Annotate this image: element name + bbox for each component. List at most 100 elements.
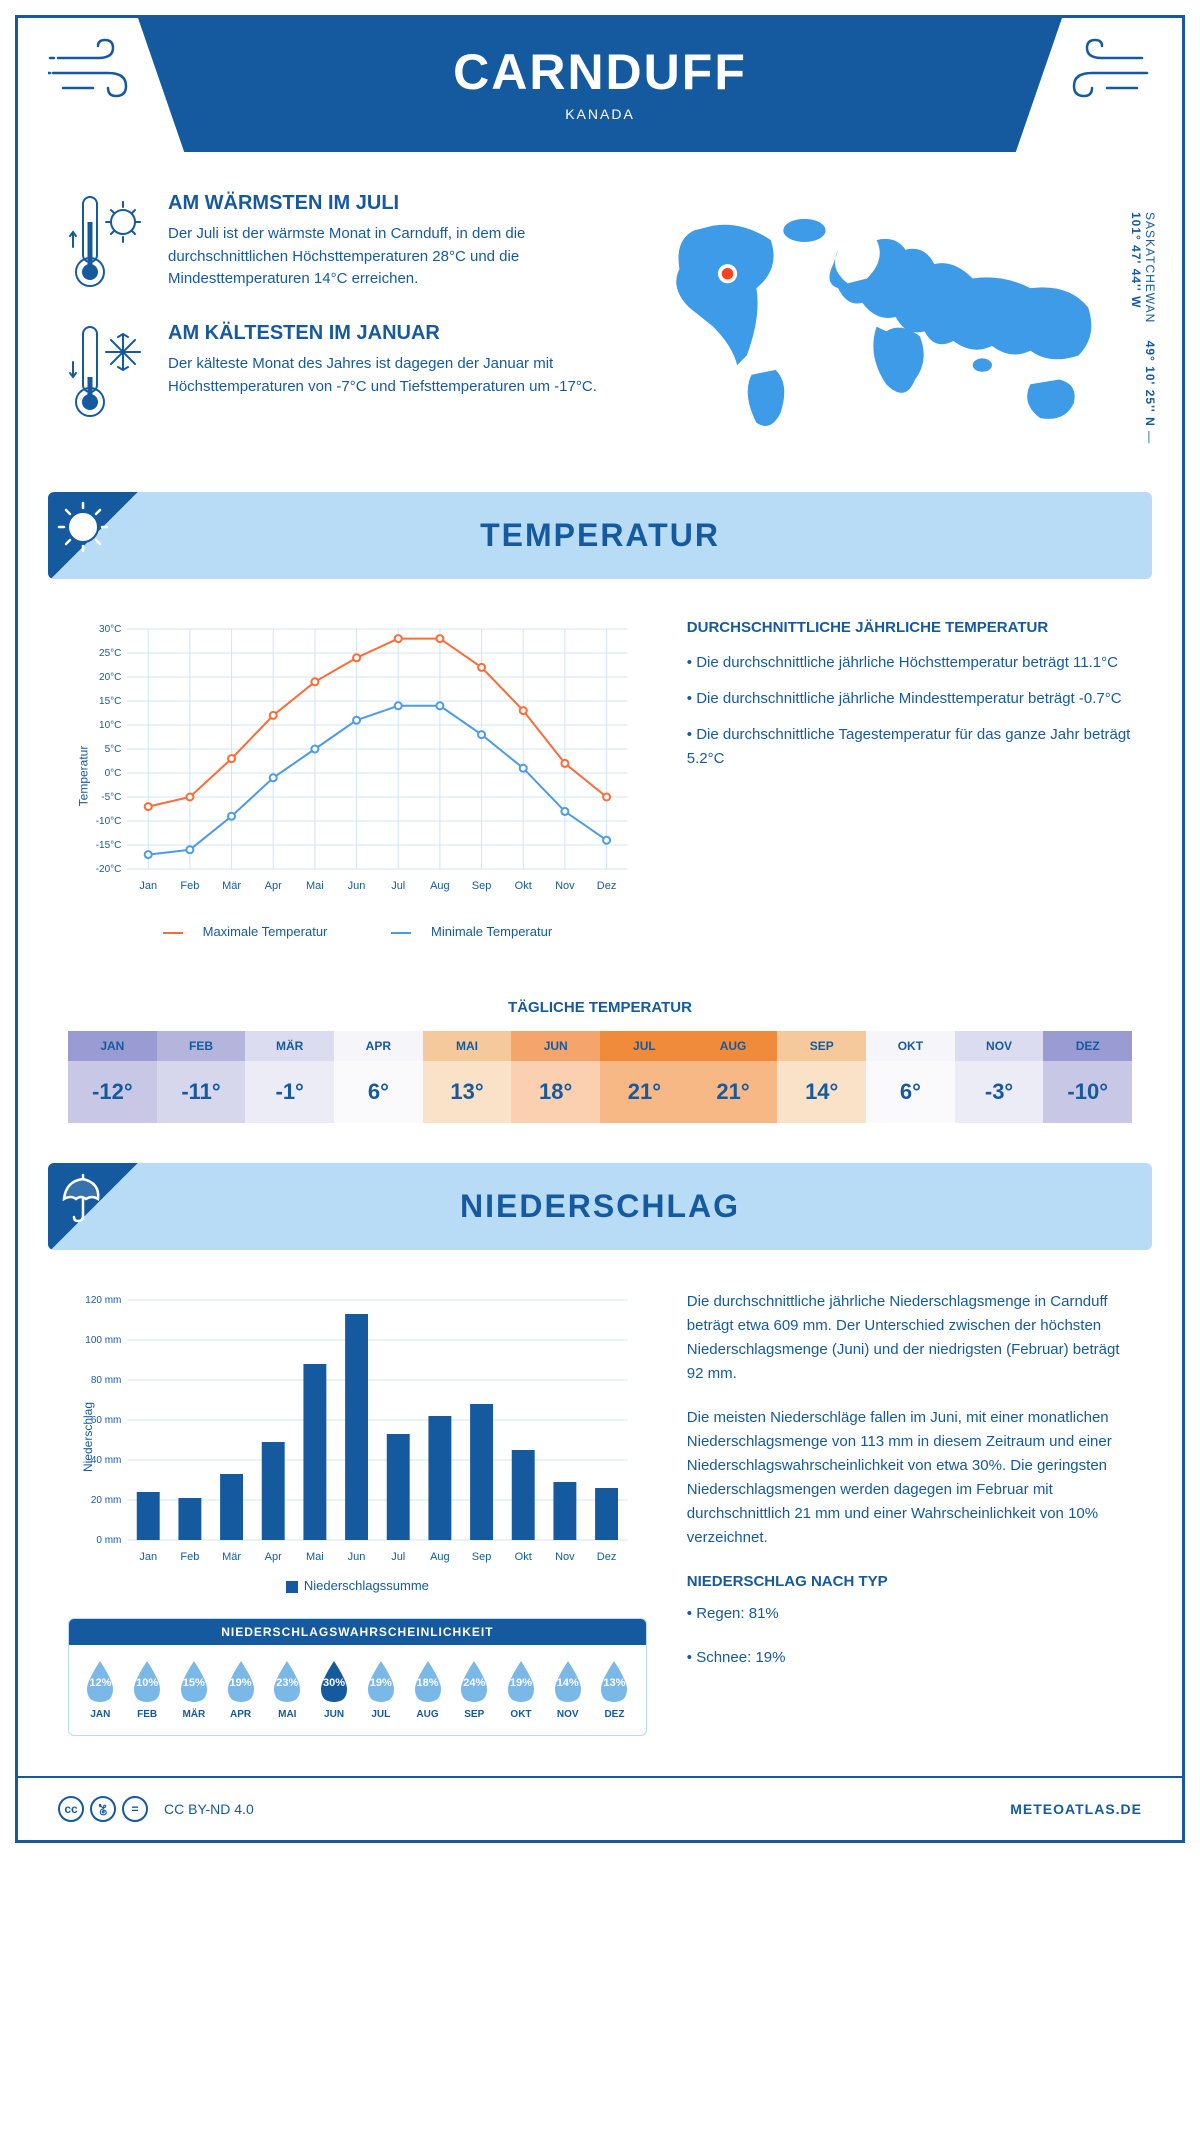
- precip-snow: • Schnee: 19%: [687, 1646, 1132, 1670]
- temperature-line-chart: Temperatur -20°C-15°C-10°C-5°C0°C5°C10°C…: [68, 619, 647, 939]
- infographic-frame: CARNDUFF KANADA AM W: [15, 15, 1185, 1843]
- site-name: METEOATLAS.DE: [1010, 1801, 1142, 1817]
- thermometer-hot-icon: [68, 192, 148, 292]
- precip-rain: • Regen: 81%: [687, 1602, 1132, 1626]
- temp-cell: APR6°: [334, 1031, 423, 1123]
- temp-bullet: • Die durchschnittliche Tagestemperatur …: [687, 723, 1132, 771]
- nd-icon: =: [122, 1796, 148, 1822]
- svg-text:Jul: Jul: [391, 880, 405, 892]
- svg-text:Dez: Dez: [597, 1551, 617, 1563]
- precip-text-1: Die durchschnittliche jährliche Niedersc…: [687, 1290, 1132, 1386]
- wind-icon-right: [1062, 38, 1152, 108]
- probability-drop: 13%DEZ: [591, 1657, 638, 1720]
- coldest-title: AM KÄLTESTEN IM JANUAR: [168, 322, 610, 345]
- temp-cell: OKT6°: [866, 1031, 955, 1123]
- temp-cell: FEB-11°: [157, 1031, 246, 1123]
- probability-drop: 19%APR: [217, 1657, 264, 1720]
- svg-text:Apr: Apr: [265, 1551, 282, 1563]
- temp-cell: NOV-3°: [955, 1031, 1044, 1123]
- svg-text:20 mm: 20 mm: [91, 1495, 122, 1506]
- world-map: [640, 192, 1132, 442]
- svg-text:-10°C: -10°C: [96, 816, 122, 827]
- svg-text:Nov: Nov: [555, 880, 575, 892]
- avg-temp-title: DURCHSCHNITTLICHE JÄHRLICHE TEMPERATUR: [687, 619, 1132, 636]
- svg-text:100 mm: 100 mm: [85, 1335, 121, 1346]
- svg-text:80 mm: 80 mm: [91, 1375, 122, 1386]
- probability-box: NIEDERSCHLAGSWAHRSCHEINLICHKEIT 12%JAN10…: [68, 1618, 647, 1736]
- svg-text:40 mm: 40 mm: [91, 1455, 122, 1466]
- bar-chart-legend: Niederschlagssumme: [68, 1578, 647, 1593]
- svg-text:0°C: 0°C: [105, 768, 122, 779]
- probability-drop: 18%AUG: [404, 1657, 451, 1720]
- warmest-text: Der Juli ist der wärmste Monat in Carndu…: [168, 223, 610, 291]
- svg-text:Feb: Feb: [180, 880, 199, 892]
- svg-text:Apr: Apr: [265, 880, 282, 892]
- svg-text:-5°C: -5°C: [101, 792, 121, 803]
- svg-text:Mär: Mär: [222, 1551, 241, 1563]
- svg-text:Mär: Mär: [222, 880, 241, 892]
- probability-drop: 10%FEB: [124, 1657, 171, 1720]
- svg-text:Sep: Sep: [472, 1551, 492, 1563]
- svg-text:Jan: Jan: [139, 1551, 157, 1563]
- svg-text:60 mm: 60 mm: [91, 1415, 122, 1426]
- temp-bullet: • Die durchschnittliche jährliche Mindes…: [687, 687, 1132, 711]
- svg-text:Feb: Feb: [180, 1551, 199, 1563]
- svg-text:25°C: 25°C: [99, 648, 121, 659]
- temp-cell: AUG21°: [689, 1031, 778, 1123]
- warmest-fact: AM WÄRMSTEN IM JULI Der Juli ist der wär…: [68, 192, 610, 292]
- temp-bullet: • Die durchschnittliche jährliche Höchst…: [687, 651, 1132, 675]
- svg-text:0 mm: 0 mm: [96, 1535, 121, 1546]
- line-chart-legend: Maximale Temperatur Minimale Temperatur: [68, 924, 647, 939]
- cc-icon: cc: [58, 1796, 84, 1822]
- svg-text:-20°C: -20°C: [96, 864, 122, 875]
- svg-text:20°C: 20°C: [99, 672, 121, 683]
- precipitation-bar-chart: Niederschlag 0 mm20 mm40 mm60 mm80 mm100…: [68, 1290, 647, 1570]
- header-banner: CARNDUFF KANADA: [138, 18, 1062, 152]
- precipitation-section-header: NIEDERSCHLAG: [48, 1163, 1152, 1250]
- umbrella-icon: [56, 1171, 111, 1226]
- sun-icon: [56, 500, 111, 555]
- probability-drop: 30%JUN: [311, 1657, 358, 1720]
- svg-text:Sep: Sep: [472, 880, 492, 892]
- coldest-fact: AM KÄLTESTEN IM JANUAR Der kälteste Mona…: [68, 322, 610, 422]
- svg-text:Jan: Jan: [139, 880, 157, 892]
- temperature-section-header: TEMPERATUR: [48, 492, 1152, 579]
- probability-drop: 15%MÄR: [170, 1657, 217, 1720]
- svg-text:Mai: Mai: [306, 1551, 324, 1563]
- temp-cell: MAI13°: [423, 1031, 512, 1123]
- svg-text:Dez: Dez: [597, 880, 617, 892]
- svg-text:Aug: Aug: [430, 1551, 450, 1563]
- svg-text:30°C: 30°C: [99, 624, 121, 635]
- thermometer-cold-icon: [68, 322, 148, 422]
- license-block: cc 𖡄 = CC BY-ND 4.0: [58, 1796, 254, 1822]
- temp-cell: MÄR-1°: [245, 1031, 334, 1123]
- svg-text:Jun: Jun: [348, 1551, 366, 1563]
- temperature-title: TEMPERATUR: [73, 517, 1127, 554]
- svg-text:5°C: 5°C: [105, 744, 122, 755]
- precip-type-title: NIEDERSCHLAG NACH TYP: [687, 1570, 1132, 1594]
- temp-cell: DEZ-10°: [1043, 1031, 1132, 1123]
- temp-cell: SEP14°: [777, 1031, 866, 1123]
- probability-drop: 19%OKT: [498, 1657, 545, 1720]
- temp-cell: JUL21°: [600, 1031, 689, 1123]
- svg-text:10°C: 10°C: [99, 720, 121, 731]
- probability-drop: 24%SEP: [451, 1657, 498, 1720]
- svg-text:120 mm: 120 mm: [85, 1295, 121, 1306]
- svg-text:15°C: 15°C: [99, 696, 121, 707]
- precipitation-title: NIEDERSCHLAG: [73, 1188, 1127, 1225]
- svg-text:Mai: Mai: [306, 880, 324, 892]
- temp-cell: JUN18°: [511, 1031, 600, 1123]
- daily-temp-title: TÄGLICHE TEMPERATUR: [18, 999, 1182, 1016]
- precip-text-2: Die meisten Niederschläge fallen im Juni…: [687, 1406, 1132, 1550]
- by-icon: 𖡄: [90, 1796, 116, 1822]
- temp-cell: JAN-12°: [68, 1031, 157, 1123]
- footer: cc 𖡄 = CC BY-ND 4.0 METEOATLAS.DE: [18, 1776, 1182, 1840]
- wind-icon-left: [48, 38, 138, 108]
- coldest-text: Der kälteste Monat des Jahres ist dagege…: [168, 353, 610, 398]
- probability-drop: 19%JUL: [357, 1657, 404, 1720]
- header-wrap: CARNDUFF KANADA: [18, 18, 1182, 152]
- coordinates: SASKATCHEWAN 49° 10' 25'' N — 101° 47' 4…: [1129, 212, 1157, 452]
- svg-text:Jul: Jul: [391, 1551, 405, 1563]
- svg-text:Okt: Okt: [515, 880, 532, 892]
- probability-drop: 12%JAN: [77, 1657, 124, 1720]
